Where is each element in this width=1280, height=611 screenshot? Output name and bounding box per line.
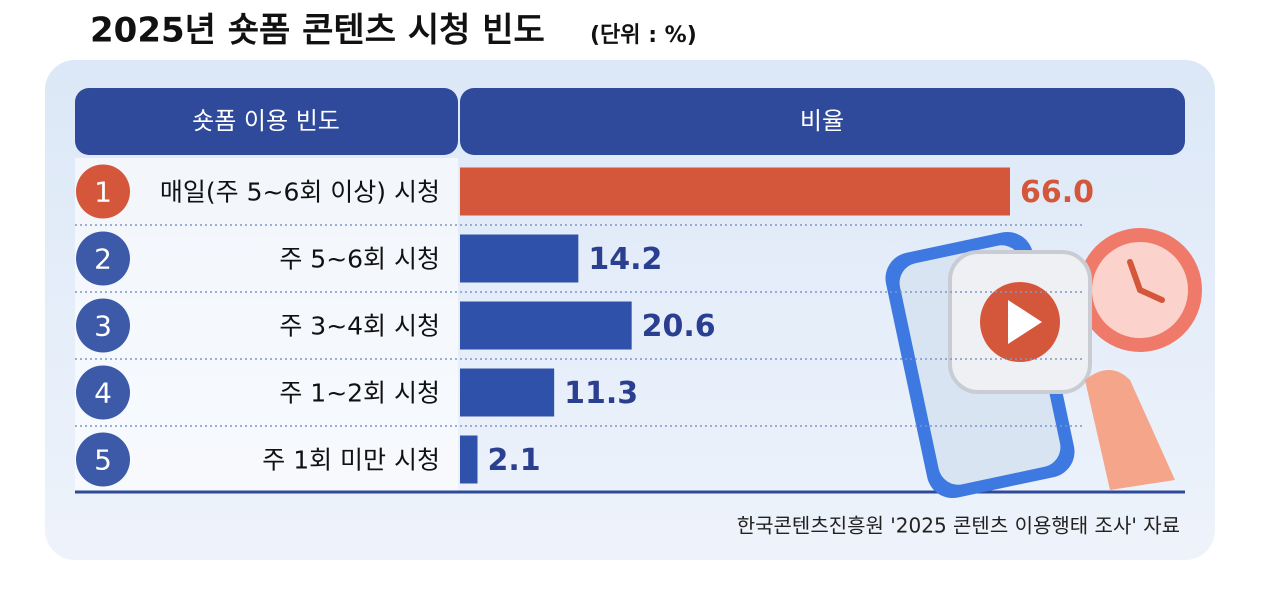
source: 한국콘텐츠진흥원 '2025 콘텐츠 이용행태 조사' 자료 bbox=[737, 514, 1180, 538]
label-column bbox=[75, 158, 458, 492]
value-label: 2.1 bbox=[488, 443, 541, 478]
rank-number: 4 bbox=[94, 377, 112, 410]
category-label: 주 5~6회 시청 bbox=[279, 245, 440, 274]
category-label: 주 1회 미만 시청 bbox=[262, 446, 440, 475]
rank-number: 3 bbox=[94, 310, 112, 343]
bar bbox=[460, 435, 478, 484]
rank-badge bbox=[76, 432, 130, 487]
column-header: 비율 bbox=[800, 107, 844, 135]
header-left bbox=[75, 88, 458, 155]
category-label: 매일(주 5~6회 이상) 시청 bbox=[160, 178, 440, 207]
value-label: 14.2 bbox=[588, 242, 662, 277]
bar bbox=[460, 368, 555, 417]
rank-badge bbox=[76, 164, 130, 219]
chart-title: 2025년 숏폼 콘텐츠 시청 빈도 bbox=[90, 11, 545, 51]
value-label: 66.0 bbox=[1020, 175, 1094, 210]
category-label: 주 3~4회 시청 bbox=[279, 312, 440, 341]
rank-badge bbox=[76, 298, 130, 353]
rank-badge bbox=[76, 231, 130, 286]
value-label: 20.6 bbox=[642, 309, 716, 344]
rank-number: 5 bbox=[94, 444, 112, 477]
rank-number: 2 bbox=[94, 243, 112, 276]
category-label: 주 1~2회 시청 bbox=[279, 379, 440, 408]
bar bbox=[460, 167, 1010, 216]
bar bbox=[460, 301, 632, 350]
column-header: 숏폼 이용 빈도 bbox=[192, 107, 340, 135]
header-right bbox=[460, 88, 1185, 155]
rank-number: 1 bbox=[94, 176, 112, 209]
bar bbox=[460, 234, 579, 283]
value-label: 11.3 bbox=[564, 376, 638, 411]
unit-note: (단위 : %) bbox=[590, 23, 697, 48]
rank-badge bbox=[76, 365, 130, 420]
illustration bbox=[885, 228, 1202, 499]
